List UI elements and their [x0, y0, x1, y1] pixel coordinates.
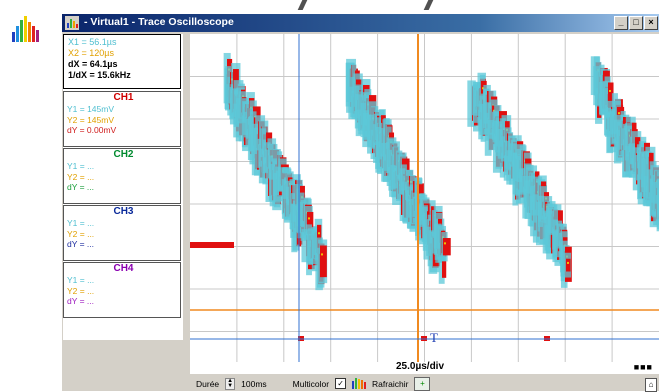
trace-red-mark — [566, 258, 571, 272]
channel-4-box[interactable]: CH4 Y1 = ... Y2 = ... dY = ... — [63, 262, 181, 318]
trace-cyan-mark — [595, 61, 602, 107]
refresh-button[interactable]: + — [414, 376, 431, 391]
trace-cyan-mark — [599, 82, 605, 115]
channel-2-box[interactable]: CH2 Y1 = ... Y2 = ... dY = ... — [63, 148, 181, 204]
measurement-panel: X1 = 56.1µs X2 = 120µs dX = 64.1µs 1/dX … — [63, 34, 183, 340]
timebase-label: 25.0µs/div — [396, 361, 445, 372]
channel-1-dy: dY = 0.00mV — [67, 125, 117, 135]
channel-3-title: CH3 — [113, 206, 134, 217]
window-title: - Virtual1 - Trace Oscilloscope — [84, 16, 234, 28]
channel-4-y2: Y2 = ... — [67, 285, 95, 296]
channel-2-y1: Y1 = ... — [67, 161, 95, 171]
minimize-button[interactable]: _ — [614, 16, 628, 30]
trace-cyan-mark — [479, 95, 487, 135]
channel-1-box[interactable]: CH1 Y1 = 145mV Y2 = 145mV dY = 0.00mV — [63, 91, 181, 147]
duration-spinner[interactable]: ▲ ▼ — [225, 377, 236, 390]
channel-3-y1: Y1 = ... — [67, 218, 95, 228]
trace-yellow-mark — [609, 89, 611, 92]
trace-cyan-mark — [402, 181, 408, 223]
trace-cyan-mark — [300, 199, 307, 241]
channel-3-y2: Y2 = ... — [67, 228, 95, 239]
trace-cyan-mark — [400, 164, 407, 191]
trace-yellow-mark — [318, 232, 320, 235]
color-palette-icon[interactable] — [352, 378, 367, 389]
channel-3-box[interactable]: CH3 Y1 = ... Y2 = ... dY = ... — [63, 205, 181, 261]
scope-markers — [190, 34, 659, 362]
cursor-dx: dX = 64.1µs — [68, 59, 118, 69]
duration-value[interactable]: 100ms — [241, 378, 267, 389]
maximize-button[interactable]: □ — [629, 16, 643, 30]
trace-yellow-mark — [482, 87, 484, 90]
trace-red-mark — [608, 82, 614, 113]
trace-cyan-mark — [657, 189, 659, 230]
trace-cyan-mark — [506, 150, 512, 185]
trace-cyan-mark — [438, 255, 445, 284]
channel-1-y1: Y1 = 145mV — [67, 104, 115, 114]
channel-4-dy: dY = ... — [67, 296, 95, 306]
trace-cyan-mark — [653, 170, 659, 204]
channel-2-title: CH2 — [113, 149, 134, 160]
trace-cyan-mark — [392, 146, 400, 189]
cursor-x2: X2 = 120µs — [68, 48, 114, 58]
trace-red-mark — [320, 245, 327, 278]
run-indicator: ■■■ — [633, 362, 653, 372]
title-bar[interactable]: - Virtual1 - Trace Oscilloscope _ □ × — [62, 14, 659, 32]
trace-yellow-mark — [567, 261, 569, 264]
trace-cyan-mark — [377, 122, 383, 175]
trace-cyan-mark — [301, 229, 310, 263]
waveform-trace — [190, 52, 659, 341]
trace-cyan-mark — [604, 76, 611, 119]
close-button[interactable]: × — [644, 16, 658, 30]
channel-4-title: CH4 — [113, 263, 134, 274]
trigger-marker[interactable]: T — [430, 330, 438, 345]
multicolor-checkbox[interactable]: ✓ — [335, 378, 347, 389]
trace-yellow-mark — [618, 112, 620, 115]
trace-red-mark — [442, 261, 447, 278]
window-controls: _ □ × — [614, 16, 658, 30]
waveform-canvas — [190, 34, 659, 362]
trace-yellow-mark — [308, 217, 310, 220]
cursor-x1: X1 = 56.1µs — [68, 37, 117, 47]
oscilloscope-window: - Virtual1 - Trace Oscilloscope _ □ × X1… — [62, 14, 659, 392]
trace-cyan-mark — [242, 102, 249, 135]
trace-cyan-mark — [467, 80, 476, 127]
trace-cyan-mark — [437, 224, 443, 260]
trace-cyan-mark — [388, 138, 394, 191]
duration-label: Durée — [196, 378, 220, 389]
pin-icon[interactable]: ⌂ — [645, 378, 657, 392]
trace-yellow-mark — [444, 242, 446, 245]
trace-cyan-mark — [625, 123, 631, 177]
trace-red-mark — [443, 238, 451, 256]
trace-yellow-mark — [321, 253, 323, 256]
trace-red-mark — [307, 211, 314, 234]
channel-1-title: CH1 — [113, 92, 134, 103]
window-icon — [65, 16, 79, 30]
cursor-frequency: 1/dX = 15.6kHz — [68, 70, 131, 80]
background-stroke — [297, 0, 308, 10]
channel-4-y1: Y1 = ... — [67, 275, 95, 285]
spectrum-bars-icon[interactable] — [10, 14, 42, 46]
bottom-toolbar: Durée ▲ ▼ 100ms Multicolor ✓ Rafraichir + — [190, 376, 659, 391]
trace-flat-segment — [190, 242, 234, 248]
channel-2-y2: Y2 = ... — [67, 171, 95, 182]
trace-cyan-mark — [646, 169, 652, 207]
multicolor-label: Multicolor — [292, 378, 330, 389]
channel-1-y2: Y2 = 145mV — [67, 114, 115, 125]
trace-cyan-mark — [225, 66, 232, 104]
trace-cyan-mark — [285, 186, 293, 219]
cursor-readout: X1 = 56.1µs X2 = 120µs dX = 64.1µs 1/dX … — [63, 34, 181, 89]
channel-3-dy: dY = ... — [67, 239, 95, 249]
refresh-label: Rafraichir — [372, 378, 409, 389]
scope-display[interactable]: T 25.0µs/div ■■■ — [190, 34, 659, 374]
trace-cyan-mark — [637, 151, 644, 205]
channel-2-dy: dY = ... — [67, 182, 95, 192]
background-stroke — [423, 0, 434, 10]
